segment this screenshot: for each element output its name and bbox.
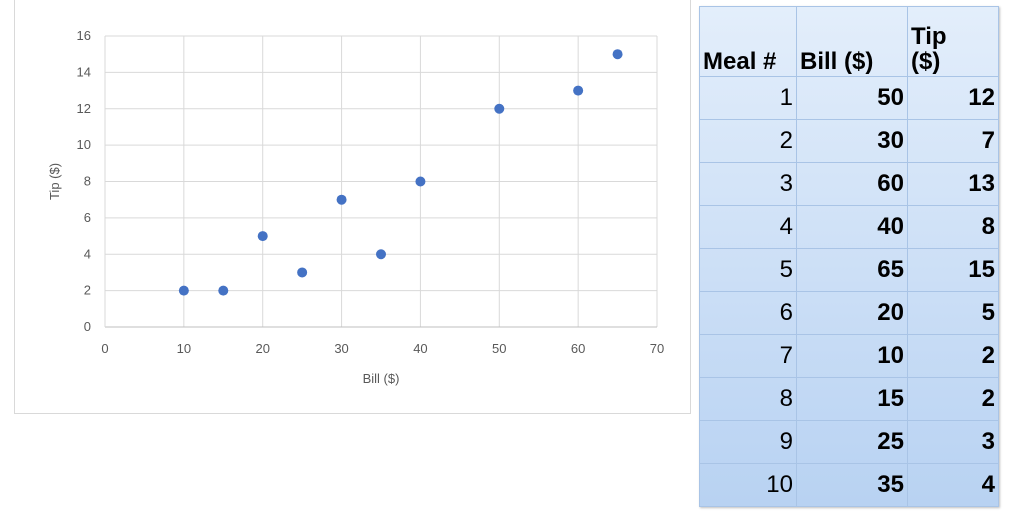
x-tick-label: 0 (101, 341, 108, 356)
cell-tip: 15 (907, 248, 999, 292)
y-tick-label: 0 (84, 319, 91, 334)
cell-bill: 65 (796, 248, 908, 292)
cell-tip: 2 (907, 334, 999, 378)
cell-tip: 13 (907, 162, 999, 206)
header-bill: Bill ($) (796, 6, 908, 77)
cell-meal: 5 (699, 248, 797, 292)
axes (104, 36, 657, 328)
cell-meal: 3 (699, 162, 797, 206)
cell-meal: 1 (699, 76, 797, 120)
chart-panel: 0 2 4 6 8 10 12 14 16 0 10 20 30 40 50 60 70 Bill ($) Ti… (14, 0, 691, 414)
y-tick-label: 10 (77, 137, 91, 152)
table-row: 4 40 8 (699, 205, 999, 249)
grid-lines (105, 35, 658, 327)
data-table: Meal # Bill ($) Tip ($) 1 50 12 2 30 7 3 60 13 4 4… (699, 6, 999, 507)
x-tick-label: 70 (650, 341, 664, 356)
data-point (415, 176, 426, 187)
cell-tip: 5 (907, 291, 999, 335)
cell-meal: 6 (699, 291, 797, 335)
data-point (573, 85, 584, 96)
y-tick-label: 6 (84, 210, 91, 225)
cell-meal: 10 (699, 463, 797, 507)
x-axis-title: Bill ($) (363, 371, 400, 386)
y-tick-label: 8 (84, 174, 91, 189)
cell-bill: 50 (796, 76, 908, 120)
table-row: 2 30 7 (699, 119, 999, 163)
header-tip: Tip ($) (907, 6, 999, 77)
table-row: 1 50 12 (699, 76, 999, 120)
scatter-chart: 0 2 4 6 8 10 12 14 16 0 10 20 30 40 50 60 70 Bill ($) Ti… (47, 28, 665, 386)
data-point (218, 285, 229, 296)
x-tick-label: 50 (492, 341, 506, 356)
cell-meal: 9 (699, 420, 797, 464)
cell-tip: 3 (907, 420, 999, 464)
table-row: 5 65 15 (699, 248, 999, 292)
cell-meal: 4 (699, 205, 797, 249)
cell-tip: 7 (907, 119, 999, 163)
y-tick-label: 12 (77, 101, 91, 116)
x-tick-label: 60 (571, 341, 585, 356)
cell-bill: 10 (796, 334, 908, 378)
x-tick-label: 30 (334, 341, 348, 356)
data-points (178, 49, 623, 296)
header-meal: Meal # (699, 6, 797, 77)
data-point (494, 103, 505, 114)
cell-meal: 7 (699, 334, 797, 378)
cell-tip: 12 (907, 76, 999, 120)
y-tick-label: 2 (84, 283, 91, 298)
table-row: 10 35 4 (699, 463, 999, 507)
cell-bill: 40 (796, 205, 908, 249)
data-point (336, 194, 347, 205)
data-point (376, 249, 386, 260)
table-row: 6 20 5 (699, 291, 999, 335)
x-tick-label: 40 (413, 341, 427, 356)
tick-labels: 0 2 4 6 8 10 12 14 16 0 10 20 30 40 50 60 70 (77, 28, 665, 356)
cell-meal: 2 (699, 119, 797, 163)
cell-bill: 30 (796, 119, 908, 163)
table-row: 8 15 2 (699, 377, 999, 421)
y-axis-title: Tip ($) (47, 163, 62, 200)
y-tick-label: 14 (77, 64, 91, 79)
cell-tip: 8 (907, 205, 999, 249)
table-header-row: Meal # Bill ($) Tip ($) (699, 6, 999, 77)
y-tick-label: 4 (84, 246, 91, 261)
data-point (612, 49, 623, 60)
cell-bill: 35 (796, 463, 908, 507)
cell-meal: 8 (699, 377, 797, 421)
cell-tip: 4 (907, 463, 999, 507)
data-point (178, 285, 189, 296)
data-point (257, 231, 268, 242)
table-row: 7 10 2 (699, 334, 999, 378)
y-tick-label: 16 (77, 28, 91, 43)
x-tick-label: 20 (255, 341, 269, 356)
cell-bill: 25 (796, 420, 908, 464)
table-row: 3 60 13 (699, 162, 999, 206)
table-row: 9 25 3 (699, 420, 999, 464)
cell-bill: 60 (796, 162, 908, 206)
cell-bill: 20 (796, 291, 908, 335)
data-point (297, 267, 308, 278)
cell-tip: 2 (907, 377, 999, 421)
x-tick-label: 10 (177, 341, 191, 356)
cell-bill: 15 (796, 377, 908, 421)
